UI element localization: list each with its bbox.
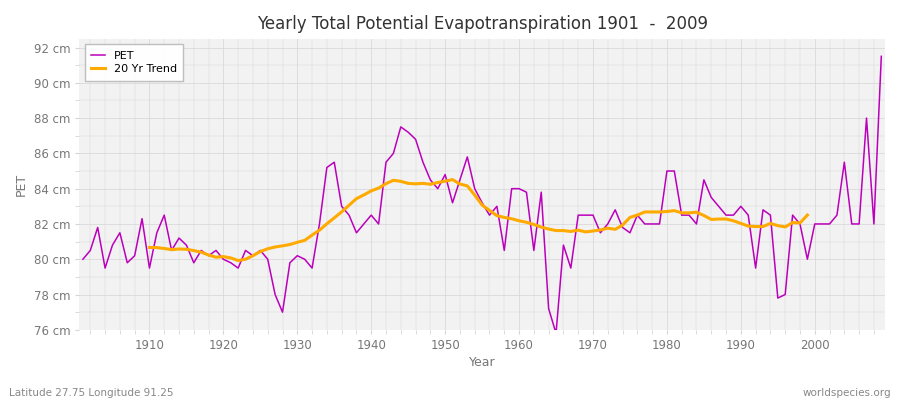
20 Yr Trend [602,226,613,230]
20 Yr Trend [514,218,525,223]
Legend: PET, 20 Yr Trend: PET, 20 Yr Trend [85,44,184,81]
20 Yr Trend [300,238,310,243]
Line: PET: PET [83,56,881,333]
PET [77,257,88,262]
PET [137,216,148,221]
PET [514,186,525,191]
20 Yr Trend [507,216,517,221]
PET [876,54,886,59]
Line: 20 Yr Trend: 20 Yr Trend [149,180,807,260]
Text: Latitude 27.75 Longitude 91.25: Latitude 27.75 Longitude 91.25 [9,388,174,398]
PET [300,257,310,262]
PET [344,213,355,218]
Title: Yearly Total Potential Evapotranspiration 1901  -  2009: Yearly Total Potential Evapotranspiratio… [256,15,707,33]
PET [507,186,517,191]
20 Yr Trend [344,203,355,208]
PET [610,208,621,212]
Text: worldspecies.org: worldspecies.org [803,388,891,398]
X-axis label: Year: Year [469,356,495,369]
Y-axis label: PET: PET [15,173,28,196]
PET [551,331,562,336]
